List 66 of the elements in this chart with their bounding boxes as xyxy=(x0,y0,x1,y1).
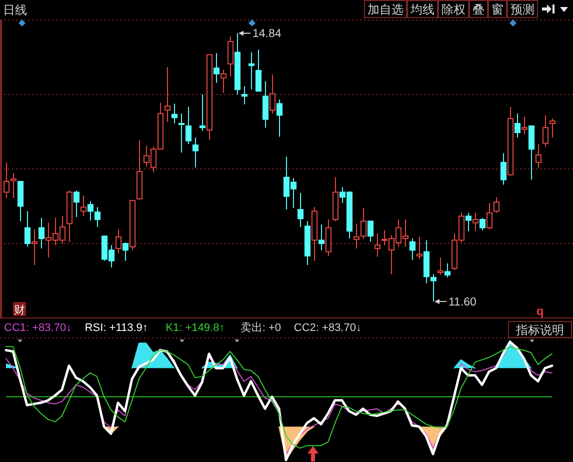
annotation: 财 xyxy=(14,304,25,316)
candlestick xyxy=(255,49,262,92)
candlestick xyxy=(500,152,507,186)
candlestick xyxy=(10,172,17,198)
text: 预测 xyxy=(510,2,534,16)
candlestick xyxy=(199,94,206,132)
candlestick xyxy=(94,206,101,228)
candlestick xyxy=(269,74,276,114)
candlestick xyxy=(430,274,437,302)
text: 指标说明 xyxy=(515,323,564,337)
candlestick xyxy=(115,228,122,254)
candlestick xyxy=(479,217,486,231)
series-label: RSI: +113.9↑ xyxy=(84,322,148,334)
candlestick xyxy=(542,114,549,148)
candlestick xyxy=(514,113,521,138)
candlestick xyxy=(444,262,451,278)
candlestick xyxy=(409,238,416,261)
text: 卖出: +0 xyxy=(240,321,282,334)
candlestick xyxy=(164,66,171,122)
candlestick xyxy=(220,69,227,94)
series-label: K1: +149.8↑ xyxy=(166,322,225,334)
candlestick xyxy=(213,52,220,84)
candlestick xyxy=(353,223,360,249)
candlestick xyxy=(276,98,283,138)
candlestick xyxy=(87,200,94,221)
candlestick xyxy=(465,212,472,232)
candlestick xyxy=(227,36,234,77)
candlestick xyxy=(472,212,479,232)
annotation: 14.84 xyxy=(252,28,282,40)
candlestick xyxy=(493,196,500,214)
candlestick xyxy=(549,118,556,138)
candlestick xyxy=(528,125,535,180)
chart-title: 日线 xyxy=(3,3,27,17)
candlestick xyxy=(185,106,192,145)
candlestick xyxy=(360,207,367,240)
text: CC1: +83.70↓ xyxy=(4,322,72,334)
candlestick xyxy=(73,190,80,218)
candlestick xyxy=(535,144,542,169)
text: CC2: +83.70↓ xyxy=(294,322,362,334)
candlestick xyxy=(241,86,248,105)
text: 均线 xyxy=(410,2,434,16)
text: 窗 xyxy=(492,2,504,16)
candlestick xyxy=(3,162,10,198)
candlestick xyxy=(31,228,38,266)
candlestick xyxy=(262,80,269,128)
annotation: 11.60 xyxy=(448,296,476,308)
text: 叠 xyxy=(472,2,484,16)
candlestick xyxy=(297,192,304,228)
text: 加自选 xyxy=(368,2,404,16)
candlestick xyxy=(248,52,255,90)
candlestick xyxy=(192,137,199,168)
annotation: q xyxy=(536,304,544,318)
candlestick xyxy=(80,194,87,217)
candlestick xyxy=(486,202,493,230)
candlestick xyxy=(24,210,31,248)
candlestick xyxy=(521,116,528,135)
candlestick xyxy=(38,217,45,249)
candlestick xyxy=(178,113,185,153)
candlestick xyxy=(171,103,178,124)
candlestick xyxy=(416,236,423,260)
candlestick xyxy=(318,224,325,251)
candlestick xyxy=(122,242,129,262)
candlestick xyxy=(374,233,381,258)
candlestick xyxy=(437,257,444,276)
text: 除权 xyxy=(442,2,466,16)
candlestick xyxy=(367,220,374,242)
